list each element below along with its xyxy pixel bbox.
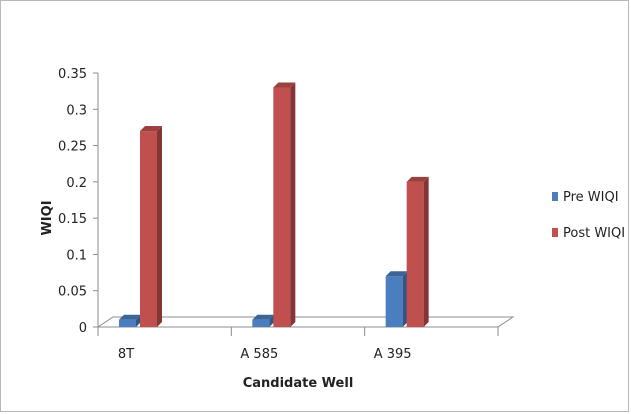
- bar-top-face: [119, 314, 141, 320]
- bar-top-face: [252, 314, 275, 320]
- legend-label-pre-wiqi: Pre WIQI: [563, 190, 619, 205]
- bar-top-face: [140, 126, 162, 132]
- y-axis-title: WIQI: [40, 200, 55, 235]
- legend-swatch-post-wiqi: [552, 228, 558, 237]
- x-axis-title: Candidate Well: [243, 376, 354, 391]
- bar-side-face: [402, 271, 408, 327]
- bar-side-face: [423, 176, 429, 327]
- bar-post-wiqi-a-585: [273, 82, 296, 327]
- chart-axes: [93, 72, 499, 336]
- bar-front-face: [406, 181, 424, 327]
- y-tick-labels: 0 0.05 0.1 0.15 0.2 0.25 0.3 0.35: [58, 67, 87, 336]
- legend-swatch-pre-wiqi: [552, 192, 558, 201]
- y-tick-label: 0.05: [58, 285, 87, 300]
- bar-side-face: [136, 314, 141, 327]
- legend: Pre WIQI Post WIQI: [552, 190, 625, 241]
- bar-pre-wiqi-a-585: [252, 314, 275, 327]
- bar-front-face: [273, 87, 291, 327]
- bar-front-face: [385, 276, 403, 327]
- bar-front-face: [119, 319, 136, 327]
- legend-label-post-wiqi: Post WIQI: [563, 226, 625, 241]
- x-tick-label: A 395: [374, 347, 412, 362]
- bar-top-face: [385, 271, 408, 277]
- bar-front-face: [140, 131, 157, 327]
- chart-bars: [119, 82, 429, 327]
- y-tick-label: 0.3: [66, 103, 87, 118]
- bar-post-wiqi-a-395: [406, 176, 429, 327]
- y-tick-label: 0.2: [66, 176, 87, 191]
- bar-front-face: [252, 319, 270, 327]
- x-tick-labels: 8T A 585 A 395: [118, 347, 412, 362]
- bar-post-wiqi-8t: [140, 126, 162, 327]
- bar-side-face: [157, 126, 162, 327]
- bar-side-face: [290, 82, 296, 327]
- bar-top-face: [273, 82, 296, 88]
- y-tick-label: 0.15: [58, 212, 87, 227]
- x-tick-label: A 585: [240, 347, 278, 362]
- y-tick-label: 0.1: [66, 248, 87, 263]
- bar-pre-wiqi-8t: [119, 314, 141, 327]
- y-tick-label: 0.35: [58, 67, 87, 82]
- y-tick-label: 0.25: [58, 140, 87, 155]
- bar-pre-wiqi-a-395: [385, 271, 408, 327]
- bar-side-face: [269, 314, 275, 327]
- bar-top-face: [406, 176, 429, 182]
- y-tick-label: 0: [79, 321, 87, 336]
- x-tick-label: 8T: [118, 347, 134, 362]
